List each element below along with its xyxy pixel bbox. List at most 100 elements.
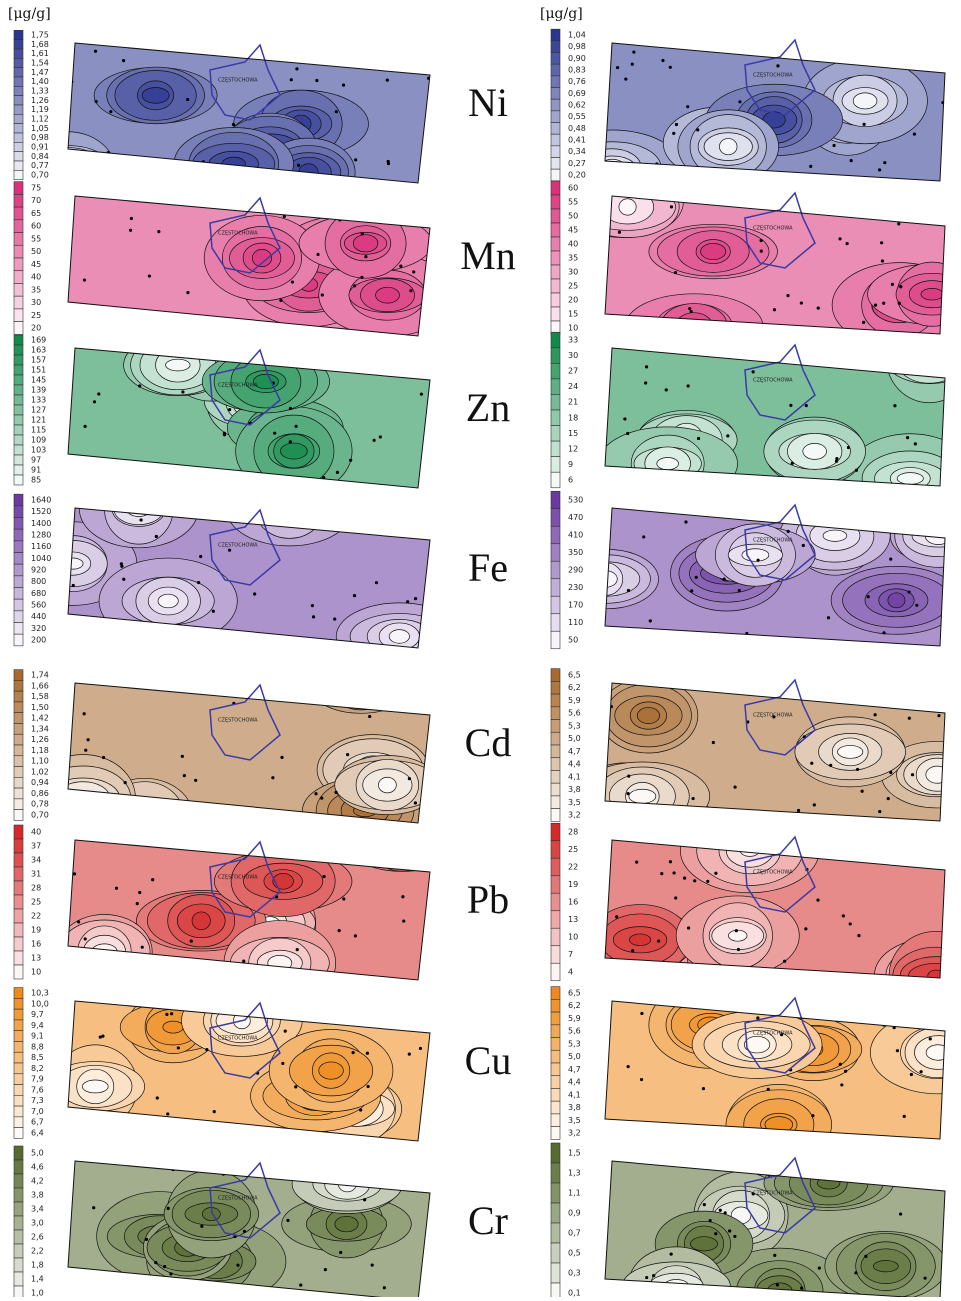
sample-point <box>896 1049 899 1052</box>
legend-swatch <box>551 472 560 488</box>
sample-point <box>817 307 820 310</box>
sample-point <box>688 307 691 310</box>
legend-swatch <box>551 1076 560 1089</box>
sample-point <box>709 1219 712 1222</box>
legend-swatch <box>551 770 560 783</box>
legend-label: 55 <box>568 198 578 207</box>
legend-label: 0,84 <box>31 152 49 161</box>
legend-label: 103 <box>31 446 46 455</box>
sample-point <box>313 360 316 363</box>
legend-label: 3,8 <box>568 785 581 794</box>
sample-point <box>102 756 105 759</box>
sample-point <box>660 872 663 875</box>
sample-point <box>170 1012 173 1015</box>
legend-swatch <box>551 963 560 981</box>
legend-label: 0,48 <box>568 124 586 133</box>
city-label: CZĘSTOCHOWA <box>753 713 793 719</box>
legend-swatch <box>14 951 23 965</box>
legend-swatch <box>14 965 23 979</box>
contour <box>589 563 623 596</box>
legend-swatch <box>14 1188 23 1202</box>
sample-point <box>762 355 765 358</box>
legend-label: 230 <box>568 583 583 592</box>
contour <box>392 836 412 850</box>
legend-label: 45 <box>568 226 578 235</box>
legend-swatch <box>551 707 560 720</box>
sample-point <box>84 749 87 752</box>
legend-swatch <box>14 1174 23 1188</box>
legend-label: 30 <box>31 298 41 307</box>
contour <box>319 1062 344 1079</box>
sample-point <box>95 100 98 103</box>
sample-point <box>901 531 904 534</box>
sample-point <box>776 1283 779 1286</box>
legend-label: 16 <box>31 940 41 949</box>
legend-label: 7,9 <box>31 1075 44 1084</box>
legend-label: 157 <box>31 356 46 365</box>
sample-point <box>342 897 345 900</box>
legend-label: 1,34 <box>31 724 49 733</box>
legend-label: 560 <box>31 601 46 610</box>
legend-label: 19 <box>31 926 41 935</box>
contour <box>142 635 167 651</box>
sample-point <box>838 237 841 240</box>
legend-label: 19 <box>568 880 578 889</box>
sample-point <box>631 949 634 952</box>
legend-label: 1,5 <box>568 1149 581 1158</box>
legend-swatch <box>551 1143 560 1163</box>
contour <box>166 359 190 371</box>
legend-label: 8,5 <box>31 1053 44 1062</box>
legend-swatch <box>14 1202 23 1216</box>
sample-point <box>359 1108 362 1111</box>
sample-point <box>862 123 865 126</box>
sample-point <box>253 592 256 595</box>
legend-swatch <box>551 631 560 649</box>
legend-label: 170 <box>568 601 583 610</box>
sample-point <box>829 764 832 767</box>
sample-point <box>336 471 339 474</box>
sample-point <box>240 1172 243 1175</box>
legend-label: 15 <box>568 429 578 438</box>
sample-point <box>354 934 357 937</box>
sample-point <box>735 929 738 932</box>
city-label: CZĘSTOCHOWA <box>218 543 258 549</box>
sample-point <box>623 417 626 420</box>
legend-swatch <box>14 1244 23 1258</box>
sample-point <box>115 887 118 890</box>
sample-point <box>690 589 693 592</box>
sample-point <box>297 164 300 167</box>
sample-point <box>624 77 627 80</box>
legend-label: 4,1 <box>568 1090 581 1099</box>
legend-label: 50 <box>31 247 41 256</box>
legend-label: 680 <box>31 589 46 598</box>
sample-point <box>242 960 245 963</box>
legend-swatch <box>14 207 23 220</box>
legend-swatch <box>14 1146 23 1160</box>
legend-swatch <box>551 379 560 395</box>
sample-point <box>200 1225 203 1228</box>
sample-point <box>899 1212 902 1215</box>
sample-point <box>329 847 332 850</box>
sample-point <box>77 920 80 923</box>
legend-label: 1,02 <box>31 767 49 776</box>
legend-label: 27 <box>568 367 578 376</box>
sample-point <box>138 384 141 387</box>
legend-swatch <box>14 788 23 799</box>
legend-swatch <box>14 867 23 881</box>
sample-point <box>87 738 90 741</box>
sample-point <box>353 284 356 287</box>
legend-swatch <box>14 124 23 133</box>
legend-label: 127 <box>31 406 46 415</box>
sample-point <box>232 694 235 697</box>
legend-label: 470 <box>568 513 583 522</box>
legend-swatch <box>14 494 23 506</box>
sample-point <box>279 299 282 302</box>
sample-point <box>674 271 677 274</box>
sample-point <box>414 597 417 600</box>
legend-label: 0,7 <box>568 1229 581 1238</box>
sample-point <box>844 1070 847 1073</box>
legend-swatch <box>14 455 23 465</box>
legend-label: 0,27 <box>568 159 586 168</box>
sample-point <box>703 1203 706 1206</box>
legend-swatch <box>14 777 23 788</box>
